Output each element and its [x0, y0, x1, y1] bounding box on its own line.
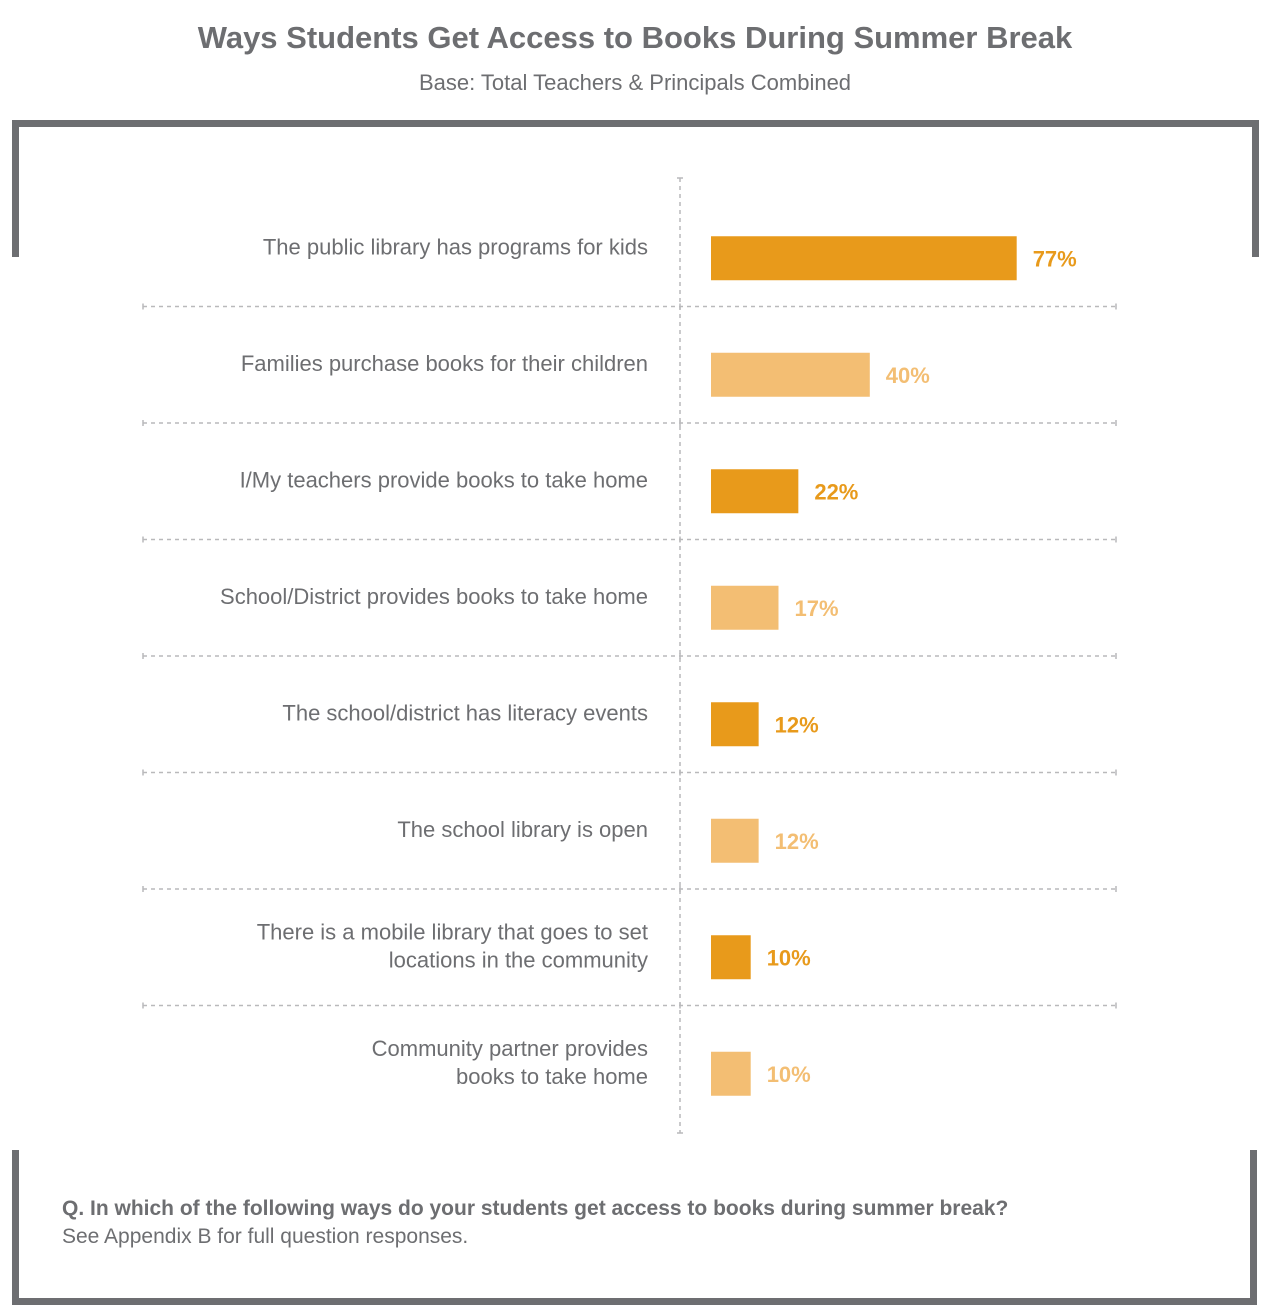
- category-label-6: The school library is open: [397, 817, 648, 842]
- chart-title: Ways Students Get Access to Books During…: [197, 20, 1073, 55]
- value-label-7: 10%: [767, 945, 811, 970]
- frame-top-bracket: [12, 120, 1259, 257]
- bar-7: [711, 935, 751, 980]
- bar-3: [711, 469, 799, 514]
- chart-subtitle: Base: Total Teachers & Principals Combin…: [418, 70, 852, 95]
- category-label-1: The public library has programs for kids: [263, 234, 648, 259]
- bar-8: [711, 1051, 751, 1096]
- bar-6: [711, 818, 759, 863]
- appendix-note: See Appendix B for full question respons…: [62, 1225, 469, 1248]
- frame-bottom-bracket: [12, 1150, 1257, 1305]
- bar-chart: 77% The public library has programs for k…: [142, 177, 1117, 1134]
- survey-question: Q. In which of the following ways do you…: [62, 1197, 1009, 1220]
- bar-4: [711, 585, 779, 630]
- value-label-8: 10%: [767, 1062, 811, 1087]
- bar-1: [711, 236, 1017, 281]
- category-label-8-line-1: Community partner provides: [372, 1036, 648, 1061]
- value-label-6: 12%: [775, 829, 819, 854]
- category-label-3: I/My teachers provide books to take home: [240, 467, 648, 492]
- value-label-1: 77%: [1033, 246, 1077, 271]
- bar-5: [711, 702, 759, 747]
- value-label-4: 17%: [794, 596, 838, 621]
- footnote: Q. In which of the following ways do you…: [62, 1195, 1232, 1251]
- category-label-7-line-2: locations in the community: [389, 947, 648, 972]
- category-label-7-line-1: There is a mobile library that goes to s…: [257, 919, 648, 944]
- bar-2: [711, 352, 870, 397]
- category-label-5: The school/district has literacy events: [282, 700, 648, 725]
- category-label-8-line-2: books to take home: [456, 1064, 648, 1089]
- category-label-4: School/District provides books to take h…: [220, 584, 648, 609]
- value-label-2: 40%: [886, 363, 930, 388]
- value-label-3: 22%: [814, 479, 858, 504]
- value-label-5: 12%: [775, 712, 819, 737]
- category-label-2: Families purchase books for their childr…: [241, 351, 648, 376]
